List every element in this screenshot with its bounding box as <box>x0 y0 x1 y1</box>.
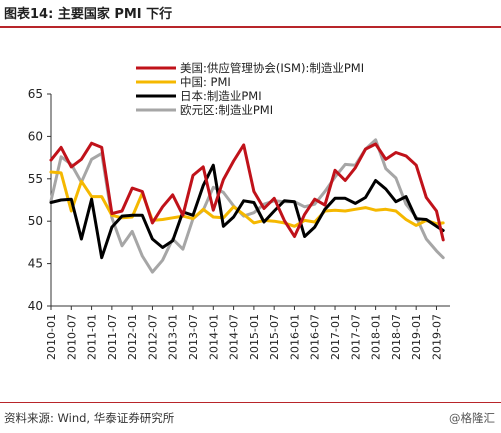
x-tick-label: 2017-01 <box>329 314 342 360</box>
x-tick-label: 2011-01 <box>86 314 99 360</box>
series-line-japan-pmi <box>49 163 445 260</box>
x-tick-label: 2019-01 <box>410 314 423 360</box>
legend-label-us-ism-pmi: 美国:供应管理协会(ISM):制造业PMI <box>180 61 364 75</box>
x-axis-ticks: 2010-01 2010-07 2011-01 2011-07 2012-01 2012-… <box>45 306 443 360</box>
y-tick-label: 40 <box>28 299 43 313</box>
x-tick-label: 2016-01 <box>288 314 301 360</box>
x-tick-label: 2012-07 <box>146 314 159 360</box>
series-lines <box>49 138 445 274</box>
x-tick-label: 2010-01 <box>45 314 58 360</box>
footer-rule <box>0 402 501 403</box>
title-rule <box>0 26 501 28</box>
x-tick-label: 2010-07 <box>65 314 78 360</box>
x-tick-label: 2015-01 <box>248 314 261 360</box>
x-tick-label: 2014-07 <box>228 314 241 360</box>
watermark: @格隆汇 <box>449 411 495 425</box>
y-tick-label: 45 <box>28 257 43 271</box>
legend-label-china-pmi: 中国: PMI <box>180 75 231 89</box>
series-line-us-ism-pmi <box>49 141 445 242</box>
x-tick-label: 2014-01 <box>207 314 220 360</box>
x-tick-label: 2018-07 <box>390 314 403 360</box>
x-tick-label: 2012-01 <box>126 314 139 360</box>
series-line-china-pmi <box>49 170 445 228</box>
source-note: 资料来源: Wind, 华泰证券研究所 <box>4 411 175 425</box>
pmi-line-chart: 40 45 50 55 60 65 2010-01 2010-07 2011-01 2011-0… <box>28 61 450 360</box>
y-axis-ticks: 40 45 50 55 60 65 <box>28 87 51 313</box>
x-tick-label: 2019-07 <box>430 314 443 360</box>
figure-title: 图表14: 主要国家 PMI 下行 <box>4 7 173 22</box>
x-tick-label: 2017-07 <box>349 314 362 360</box>
legend-label-eurozone-pmi: 欧元区:制造业PMI <box>180 103 273 117</box>
y-tick-label: 65 <box>28 87 43 101</box>
x-tick-label: 2011-07 <box>106 314 119 360</box>
y-tick-label: 60 <box>28 129 43 143</box>
x-tick-label: 2015-07 <box>268 314 281 360</box>
x-tick-label: 2013-01 <box>167 314 180 360</box>
x-tick-label: 2018-01 <box>370 314 383 360</box>
y-tick-label: 55 <box>28 172 43 186</box>
legend-label-japan-pmi: 日本:制造业PMI <box>180 89 262 103</box>
x-tick-label: 2013-07 <box>187 314 200 360</box>
x-tick-label: 2016-07 <box>309 314 322 360</box>
y-tick-label: 50 <box>28 214 43 228</box>
